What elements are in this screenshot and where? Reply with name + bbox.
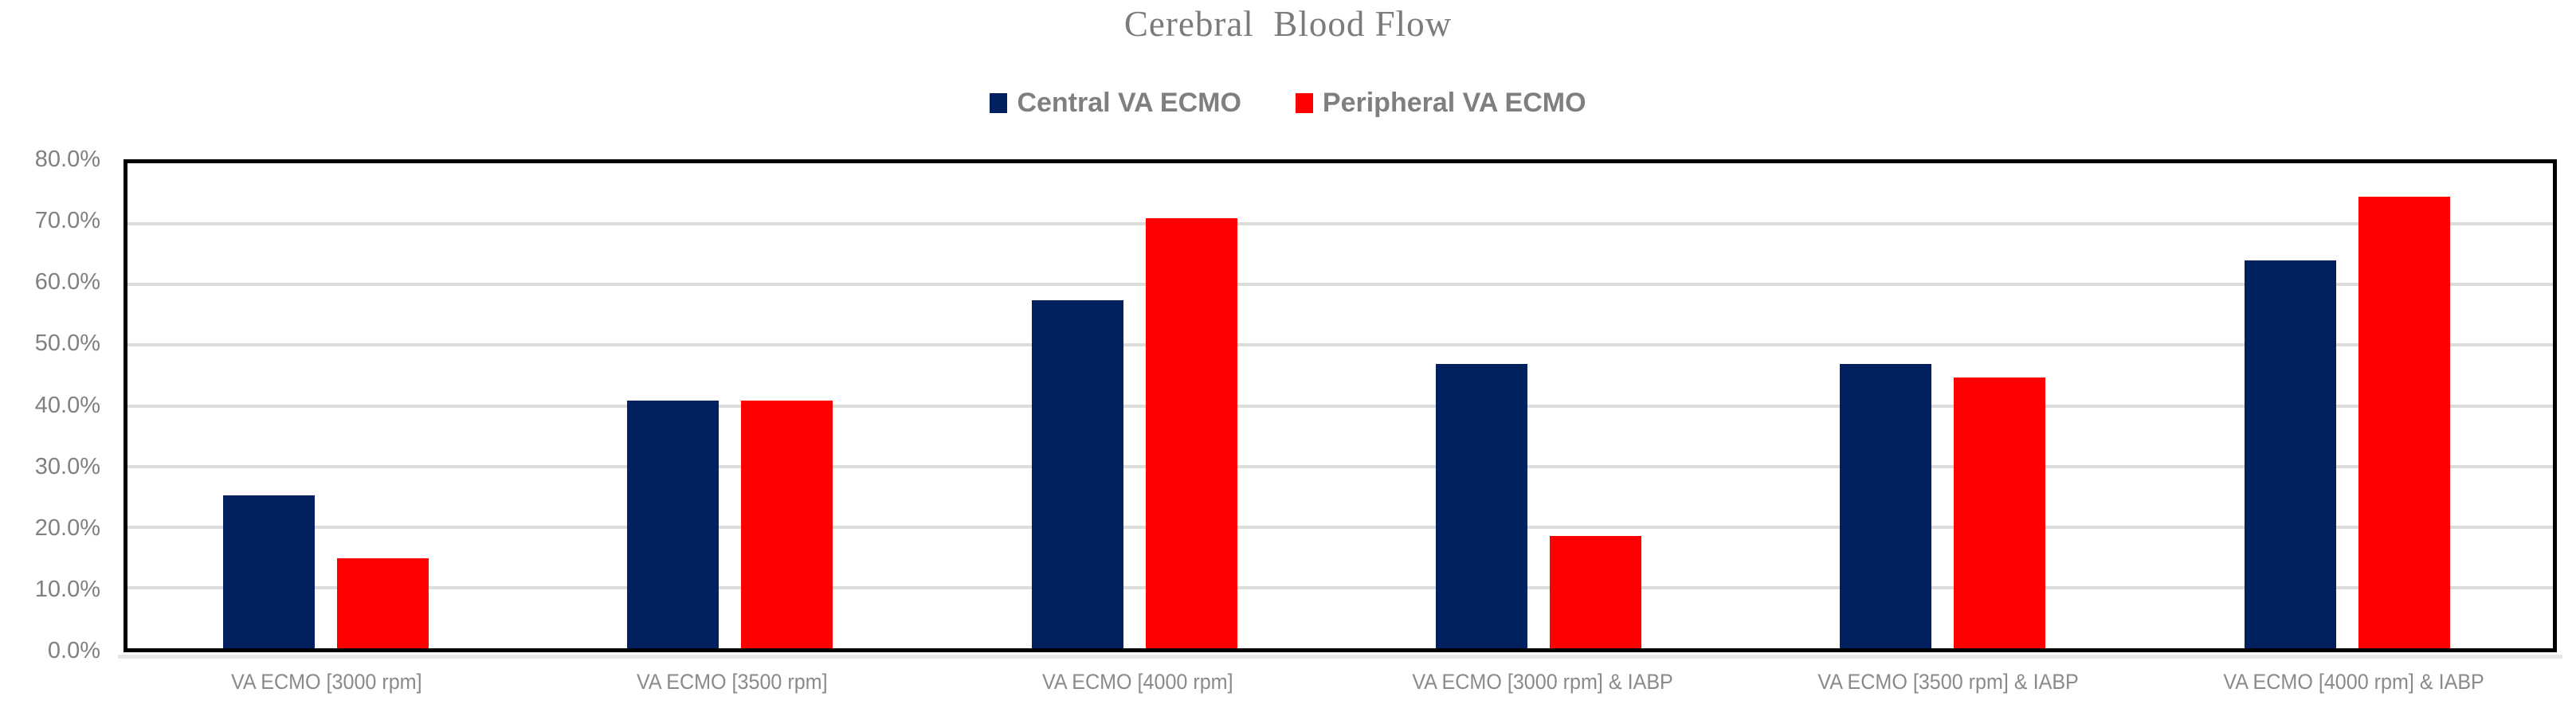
gridline [127,222,2553,226]
chart-title: Cerebral Blood Flow [1123,4,1453,44]
x-axis-shadow-line [118,655,2562,659]
y-tick-label: 80.0% [34,147,100,172]
legend-label: Central VA ECMO [1017,88,1241,118]
bar-central-group6 [2244,260,2336,648]
legend-swatch-icon [990,93,1008,113]
legend-label: Peripheral VA ECMO [1322,88,1586,118]
y-tick-label: 50.0% [34,331,100,357]
gridline [127,283,2553,287]
gridline [127,343,2553,347]
x-tick-label: VA ECMO [3000 rpm] & IABP [1340,670,1746,694]
gridline [127,525,2553,529]
x-tick-label: VA ECMO [4000 rpm] & IABP [2151,670,2557,694]
bar-central-group3 [1031,300,1123,648]
bar-central-group4 [1436,364,1527,648]
x-tick-label-text: VA ECMO [4000 rpm] [1041,670,1233,694]
y-tick-label: 20.0% [34,514,100,541]
x-tick-label-text: VA ECMO [3000 rpm] [230,670,422,694]
x-tick-label: VA ECMO [3500 rpm] & IABP [1746,670,2151,694]
gridline [127,585,2553,589]
bar-peripheral-group2 [741,401,833,648]
bar-central-group1 [223,495,315,648]
y-tick-label: 60.0% [34,269,100,295]
bar-central-group2 [627,401,719,648]
bar-peripheral-group1 [337,558,429,648]
legend: Central VA ECMO Peripheral VA ECMO [0,88,2576,119]
bar-peripheral-group6 [2358,197,2450,648]
y-tick-label: 10.0% [34,576,100,602]
legend-swatch-icon [1295,93,1313,113]
x-tick-label-text: VA ECMO [3500 rpm] & IABP [1817,670,2080,694]
bar-peripheral-group3 [1145,218,1237,648]
x-tick-label-text: VA ECMO [3500 rpm] [636,670,828,694]
gridline [127,404,2553,408]
plot-inner [127,163,2553,648]
bar-peripheral-group5 [1954,378,2046,648]
x-tick-label: VA ECMO [3000 rpm] [124,670,529,694]
bar-central-group5 [1840,364,1932,648]
y-tick-label: 70.0% [34,208,100,234]
x-tick-label-text: VA ECMO [3000 rpm] & IABP [1412,670,1674,694]
x-tick-label-text: VA ECMO [4000 rpm] & IABP [2223,670,2485,694]
plot-area [124,159,2557,652]
y-tick-label: 40.0% [34,392,100,418]
bar-peripheral-group4 [1550,536,1641,648]
legend-item: Central VA ECMO [990,88,1241,119]
y-tick-label: 0.0% [47,638,100,663]
x-tick-label: VA ECMO [3500 rpm] [529,670,935,694]
gridline [127,464,2553,468]
legend-item: Peripheral VA ECMO [1295,88,1586,119]
y-tick-label: 30.0% [34,453,100,479]
x-tick-label: VA ECMO [4000 rpm] [935,670,1340,694]
